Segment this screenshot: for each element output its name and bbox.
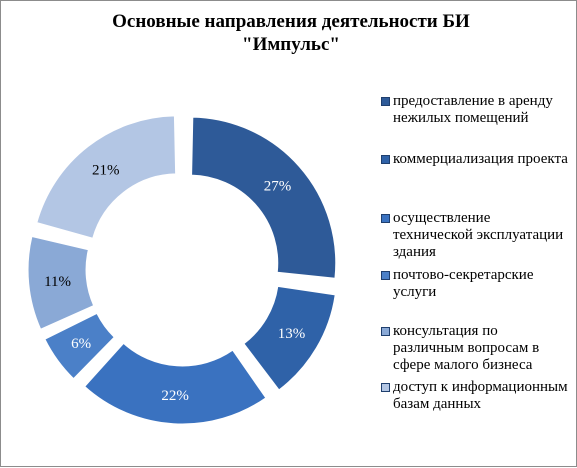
chart-title-line-1: Основные направления деятельности БИ [112,11,470,32]
donut-slice-consulting [27,235,95,330]
slice-label-secretarial: 6% [71,336,91,352]
legend-swatch-databases [381,383,390,392]
legend-item-commercialization: коммерциализация проекта [381,151,571,168]
legend-label-secretarial: почтово-секретарские услуги [393,267,534,300]
legend-item-consulting: консультация по различным вопросам в сфе… [381,323,571,374]
donut-slice-secretarial [44,312,115,380]
donut-slice-commercialization [243,285,336,391]
donut-slice-rental [191,116,337,279]
slice-label-rental: 27% [264,179,292,195]
slice-label-building-maintenance: 22% [161,388,189,404]
legend-swatch-secretarial [381,271,390,280]
legend-label-databases: доступ к информационным базам данных [393,379,568,412]
legend-swatch-building-maintenance [381,214,390,223]
legend-item-building-maintenance: осуществление технической эксплуатации з… [381,210,571,261]
slice-label-commercialization: 13% [278,326,306,342]
legend-label-consulting: консультация по различным вопросам в сфе… [393,323,540,373]
legend-swatch-consulting [381,327,390,336]
donut-slice-databases [36,115,177,239]
chart-title: Основные направления деятельности БИ "Им… [61,10,521,56]
chart-title-line-2: "Импульс" [242,34,340,55]
donut-slice-building-maintenance [84,342,267,425]
legend-label-commercialization: коммерциализация проекта [393,151,568,167]
legend-item-databases: доступ к информационным базам данных [381,379,571,413]
legend-label-rental: предоставление в аренду нежилых помещени… [393,93,553,126]
legend-item-rental: предоставление в аренду нежилых помещени… [381,93,571,127]
legend-item-secretarial: почтово-секретарские услуги [381,267,571,301]
slice-label-consulting: 11% [44,274,71,290]
legend-label-building-maintenance: осуществление технической эксплуатации з… [393,210,564,260]
legend-swatch-commercialization [381,155,390,164]
legend-swatch-rental [381,97,390,106]
slice-label-databases: 21% [92,162,120,178]
